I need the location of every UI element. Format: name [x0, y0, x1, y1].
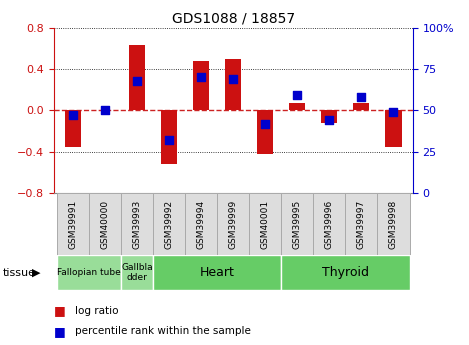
- Text: GSM39998: GSM39998: [389, 200, 398, 249]
- Text: log ratio: log ratio: [75, 306, 119, 315]
- Bar: [386, 110, 401, 147]
- Point: [101, 108, 109, 113]
- Text: GSM39991: GSM39991: [68, 200, 78, 249]
- Title: GDS1088 / 18857: GDS1088 / 18857: [172, 11, 295, 25]
- Bar: [354, 103, 370, 110]
- Bar: [57, 193, 89, 255]
- Point: [230, 76, 237, 82]
- Text: Thyroid: Thyroid: [322, 266, 369, 279]
- Bar: [217, 193, 250, 255]
- Text: Heart: Heart: [200, 266, 235, 279]
- Point: [294, 93, 301, 98]
- Text: GSM40001: GSM40001: [261, 200, 270, 249]
- Bar: [289, 103, 305, 110]
- Text: GSM39996: GSM39996: [325, 200, 334, 249]
- Bar: [185, 193, 217, 255]
- Bar: [65, 110, 81, 147]
- Bar: [378, 193, 409, 255]
- Bar: [153, 255, 281, 290]
- Bar: [129, 45, 145, 110]
- Bar: [313, 193, 346, 255]
- Point: [390, 109, 397, 115]
- Text: Fallopian tube: Fallopian tube: [57, 268, 121, 277]
- Bar: [281, 193, 313, 255]
- Text: GSM39999: GSM39999: [229, 200, 238, 249]
- Point: [358, 95, 365, 100]
- Bar: [193, 61, 209, 110]
- Bar: [321, 110, 337, 123]
- Text: ■: ■: [54, 325, 66, 338]
- Text: GSM39995: GSM39995: [293, 200, 302, 249]
- Bar: [281, 255, 409, 290]
- Point: [262, 121, 269, 126]
- Bar: [250, 193, 281, 255]
- Bar: [153, 193, 185, 255]
- Text: GSM40000: GSM40000: [101, 200, 110, 249]
- Bar: [121, 255, 153, 290]
- Text: GSM39997: GSM39997: [357, 200, 366, 249]
- Bar: [257, 110, 273, 154]
- Bar: [225, 59, 242, 110]
- Bar: [346, 193, 378, 255]
- Point: [69, 112, 77, 118]
- Point: [134, 78, 141, 83]
- Text: GSM39993: GSM39993: [133, 200, 142, 249]
- Bar: [89, 193, 121, 255]
- Text: ■: ■: [54, 304, 66, 317]
- Point: [197, 75, 205, 80]
- Bar: [121, 193, 153, 255]
- Text: GSM39992: GSM39992: [165, 200, 174, 249]
- Text: tissue: tissue: [2, 268, 35, 277]
- Text: ▶: ▶: [32, 268, 40, 277]
- Text: percentile rank within the sample: percentile rank within the sample: [75, 326, 251, 336]
- Text: GSM39994: GSM39994: [197, 200, 206, 249]
- Point: [325, 118, 333, 123]
- Bar: [57, 255, 121, 290]
- Bar: [161, 110, 177, 164]
- Point: [166, 137, 173, 143]
- Text: Gallbla
dder: Gallbla dder: [121, 263, 153, 282]
